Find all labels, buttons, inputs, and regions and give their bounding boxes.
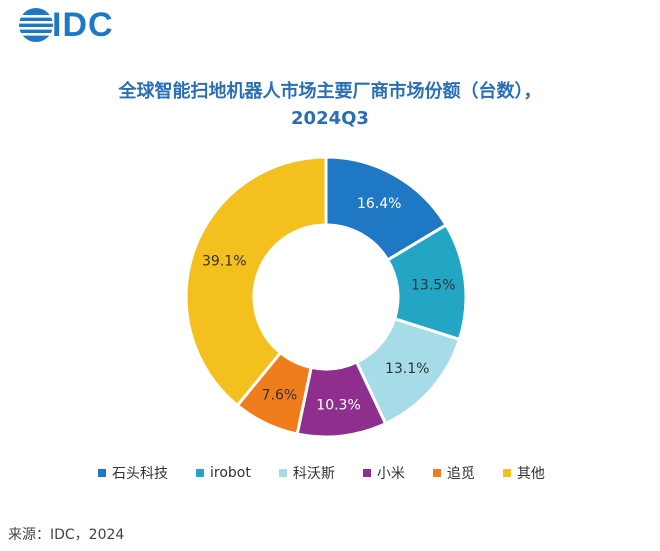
legend-item: 科沃斯 [278, 463, 335, 483]
legend-item: 追觅 [432, 463, 475, 483]
donut-slice [184, 155, 328, 408]
logo-text: IDC [52, 6, 114, 44]
legend-label: 小米 [376, 466, 405, 482]
legend-label: 科沃斯 [292, 466, 335, 482]
legend-swatch [362, 469, 371, 477]
legend-label: 其他 [516, 466, 545, 482]
data-label: 13.5% [411, 277, 455, 293]
chart-title: 全球智能扫地机器人市场主要厂商市场份额（台数）， [118, 81, 542, 102]
legend-item: 小米 [362, 463, 405, 483]
globe-icon [19, 8, 53, 42]
source-note: 来源：IDC，2024 [8, 527, 125, 543]
legend-swatch [432, 469, 441, 477]
chart-subtitle: 2024Q3 [291, 108, 369, 129]
legend-label: 石头科技 [112, 466, 168, 482]
legend-swatch [502, 469, 511, 477]
legend-swatch [98, 469, 106, 477]
legend-swatch [278, 469, 287, 477]
data-label: 16.4% [357, 196, 401, 212]
legend-item: 其他 [502, 463, 545, 483]
data-label: 13.1% [385, 361, 429, 377]
data-label: 7.6% [262, 387, 298, 403]
legend-label: irobot [210, 465, 251, 481]
legend-swatch [196, 469, 204, 477]
legend-item: 石头科技 [98, 463, 168, 483]
data-label: 39.1% [202, 254, 246, 270]
legend-item: irobot [196, 465, 251, 481]
idc-logo [19, 8, 53, 42]
legend-label: 追觅 [446, 466, 475, 482]
chart-legend: 石头科技 irobot 科沃斯 小米 追觅 其他 [98, 463, 573, 483]
data-label: 10.3% [316, 397, 360, 413]
